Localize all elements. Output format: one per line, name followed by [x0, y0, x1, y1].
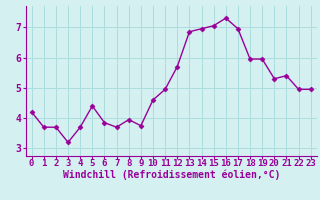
- X-axis label: Windchill (Refroidissement éolien,°C): Windchill (Refroidissement éolien,°C): [62, 169, 280, 180]
